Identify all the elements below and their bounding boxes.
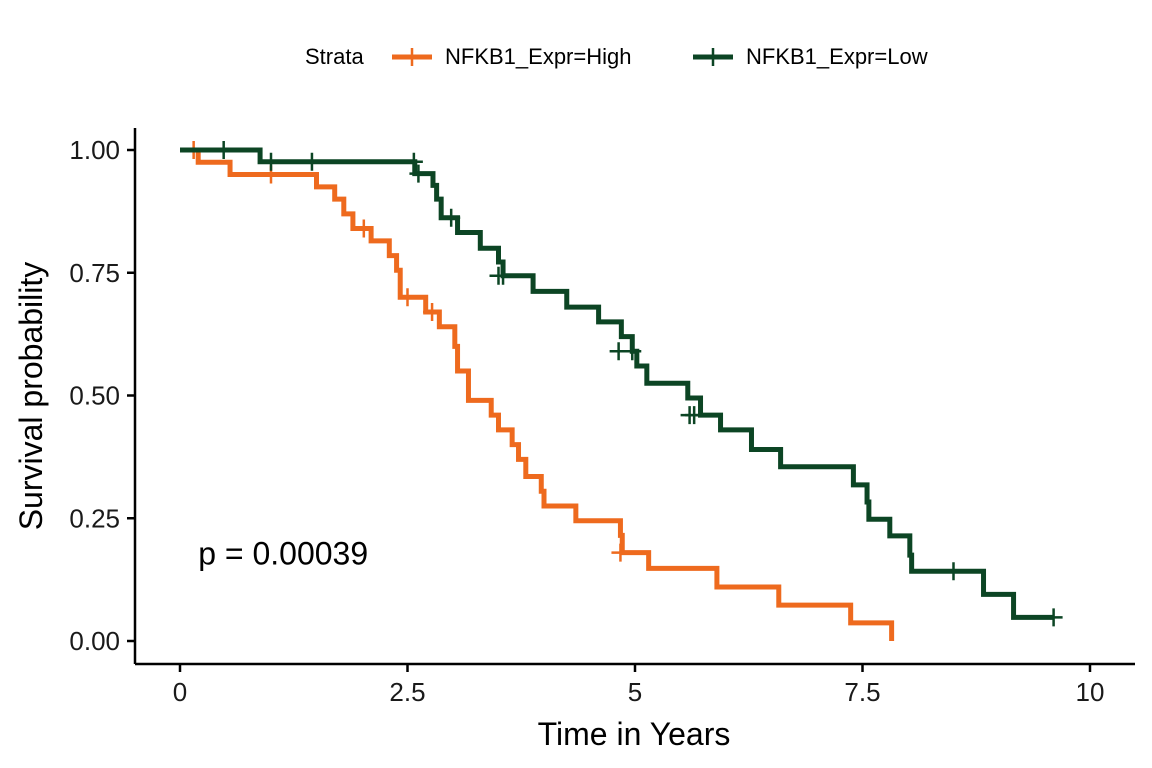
series-layer bbox=[180, 141, 1063, 641]
x-tick-label: 7.5 bbox=[844, 677, 880, 707]
y-ticks: 0.00 0.25 0.50 0.75 1.00 bbox=[69, 135, 135, 656]
censor-mark bbox=[262, 152, 280, 171]
censor-mark bbox=[404, 152, 423, 171]
censor-mark bbox=[423, 303, 442, 322]
series-low bbox=[180, 141, 1063, 627]
censor-mark bbox=[214, 141, 233, 159]
x-axis-title: Time in Years bbox=[538, 716, 731, 752]
censor-mark bbox=[354, 219, 373, 238]
legend-item-low: NFKB1_Expr=Low bbox=[693, 44, 928, 69]
x-tick-label: 10 bbox=[1076, 677, 1105, 707]
legend-label: NFKB1_Expr=High bbox=[445, 44, 631, 69]
censor-mark bbox=[398, 288, 417, 307]
legend: Strata NFKB1_Expr=High NFKB1_Expr=Low bbox=[305, 44, 928, 69]
y-tick-label: 0.00 bbox=[69, 626, 120, 656]
censor-mark bbox=[494, 266, 513, 285]
survival-curve-line bbox=[180, 147, 1054, 620]
y-tick-label: 0.25 bbox=[69, 503, 120, 533]
censor-mark bbox=[442, 208, 461, 227]
p-value-annotation: p = 0.00039 bbox=[198, 536, 368, 572]
legend-label: NFKB1_Expr=Low bbox=[746, 44, 928, 69]
x-ticks: 0 2.5 5 7.5 10 bbox=[173, 664, 1105, 707]
legend-censor-mark bbox=[704, 48, 722, 66]
censor-mark bbox=[1044, 608, 1063, 627]
censor-mark bbox=[611, 543, 630, 562]
x-tick-label: 5 bbox=[628, 677, 642, 707]
y-tick-label: 1.00 bbox=[69, 135, 120, 165]
legend-title: Strata bbox=[305, 44, 364, 69]
censor-mark bbox=[685, 406, 704, 425]
y-tick-label: 0.75 bbox=[69, 258, 120, 288]
legend-item-high: NFKB1_Expr=High bbox=[392, 44, 631, 69]
y-axis-title: Survival probability bbox=[13, 262, 49, 531]
censor-mark bbox=[944, 562, 963, 581]
x-tick-label: 2.5 bbox=[389, 677, 425, 707]
censor-mark bbox=[302, 152, 321, 171]
y-tick-label: 0.50 bbox=[69, 381, 120, 411]
legend-censor-mark bbox=[403, 48, 421, 66]
censor-mark bbox=[409, 164, 428, 183]
censor-mark bbox=[623, 342, 642, 361]
x-tick-label: 0 bbox=[173, 677, 187, 707]
